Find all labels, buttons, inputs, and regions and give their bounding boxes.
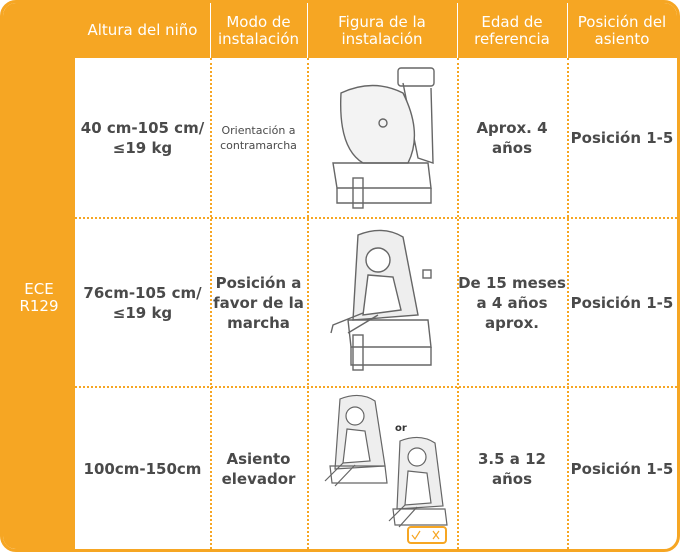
text-line: aprox.: [485, 313, 539, 332]
group-label: ECE R129: [3, 263, 75, 333]
text-line: instalación: [341, 29, 423, 48]
text-line: Altura del niño: [87, 21, 198, 39]
header-separator: [307, 3, 308, 58]
text-line: favor de la: [213, 293, 304, 312]
text-line: Asiento: [226, 449, 291, 468]
header-separator: [210, 3, 211, 58]
cell: 40 cm-105 cm/≤19 kg: [75, 58, 210, 217]
text-line: a 4 años: [476, 293, 548, 312]
column-divider: [567, 58, 569, 549]
text-line: Modo de: [226, 12, 291, 31]
header-cell: Edad de referencia: [457, 3, 567, 58]
text-line: Orientación a: [221, 123, 296, 137]
text-line: 40 cm-105 cm/: [80, 118, 205, 137]
cell: De 15 meses a 4 años aprox.: [457, 219, 567, 386]
cell: 3.5 a 12 años: [457, 388, 567, 549]
text-line: Posición 1-5: [570, 293, 674, 312]
text-line: Figura de la: [338, 12, 426, 31]
column-divider: [307, 58, 309, 549]
cell: Posición 1-5: [567, 388, 677, 549]
cell: Orientación a contramarcha: [210, 58, 307, 217]
text-line: elevador: [221, 469, 296, 488]
text-line: 3.5 a 12 años: [477, 449, 546, 488]
header-cell: Modo de instalación: [210, 3, 307, 58]
cell: Posición 1-5: [567, 219, 677, 386]
cell: Asiento elevador: [210, 388, 307, 549]
seat-illustration: [332, 67, 435, 209]
cell: 76cm-105 cm/≤19 kg: [75, 219, 210, 386]
cell: Posición 1-5: [567, 58, 677, 217]
text-line: Posición del: [577, 12, 667, 31]
cell: Aprox. 4 años: [457, 58, 567, 217]
text-line: años: [491, 138, 533, 157]
text-line: Posición a: [215, 273, 302, 292]
header-cell: Posición del asiento: [567, 3, 677, 58]
row-divider: [75, 217, 677, 219]
seat-illustration: [330, 229, 432, 371]
cell: 100cm-150cm: [75, 388, 210, 549]
text-line: R129: [19, 297, 59, 315]
text-line: marcha: [227, 313, 290, 332]
header-separator: [457, 3, 458, 58]
column-divider: [210, 58, 212, 549]
header-row: [75, 3, 677, 58]
figure-note: or: [395, 423, 407, 434]
text-line: asiento: [594, 29, 650, 48]
header-cell: Altura del niño: [75, 3, 210, 58]
column-divider: [457, 58, 459, 549]
header-separator: [567, 3, 568, 58]
text-line: De 15 meses: [458, 273, 566, 292]
text-line: Posición 1-5: [570, 128, 674, 147]
group-column: [3, 3, 75, 549]
cell: Posición a favor de la marcha: [210, 219, 307, 386]
text-line: instalación: [217, 29, 300, 48]
text-line: Aprox. 4: [476, 118, 548, 137]
row-divider: [75, 386, 677, 388]
text-line: 76cm-105 cm/: [83, 283, 202, 302]
text-line: ECE: [24, 280, 54, 298]
seat-illustration: [324, 394, 448, 544]
text-line: referencia: [474, 29, 550, 48]
text-line: Posición 1-5: [570, 459, 674, 478]
text-line: ≤19 kg: [112, 303, 173, 322]
text-line: 100cm-150cm: [83, 459, 202, 478]
text-line: contramarcha: [220, 138, 297, 152]
text-line: ≤19 kg: [112, 138, 173, 157]
text-line: Edad de: [481, 12, 543, 31]
header-cell: Figura de la instalación: [307, 3, 457, 58]
